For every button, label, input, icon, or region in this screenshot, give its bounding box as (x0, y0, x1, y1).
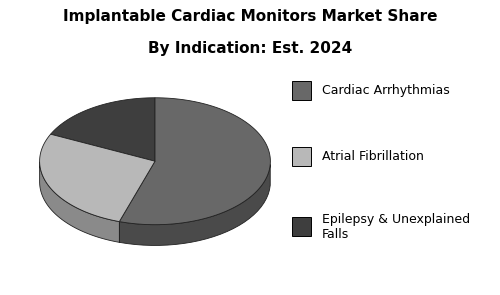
Polygon shape (40, 162, 119, 242)
Bar (292, 81, 311, 100)
Text: Epilepsy & Unexplained
Falls: Epilepsy & Unexplained Falls (322, 213, 470, 240)
Polygon shape (40, 134, 155, 222)
Polygon shape (120, 165, 270, 245)
Bar (292, 217, 311, 236)
Text: Implantable Cardiac Monitors Market Share: Implantable Cardiac Monitors Market Shar… (63, 9, 437, 24)
Text: Cardiac Arrhythmias: Cardiac Arrhythmias (322, 84, 449, 97)
Text: By Indication: Est. 2024: By Indication: Est. 2024 (148, 41, 352, 56)
Bar (292, 147, 311, 166)
Text: Atrial Fibrillation: Atrial Fibrillation (322, 150, 424, 163)
Polygon shape (50, 98, 155, 161)
Polygon shape (120, 98, 270, 225)
